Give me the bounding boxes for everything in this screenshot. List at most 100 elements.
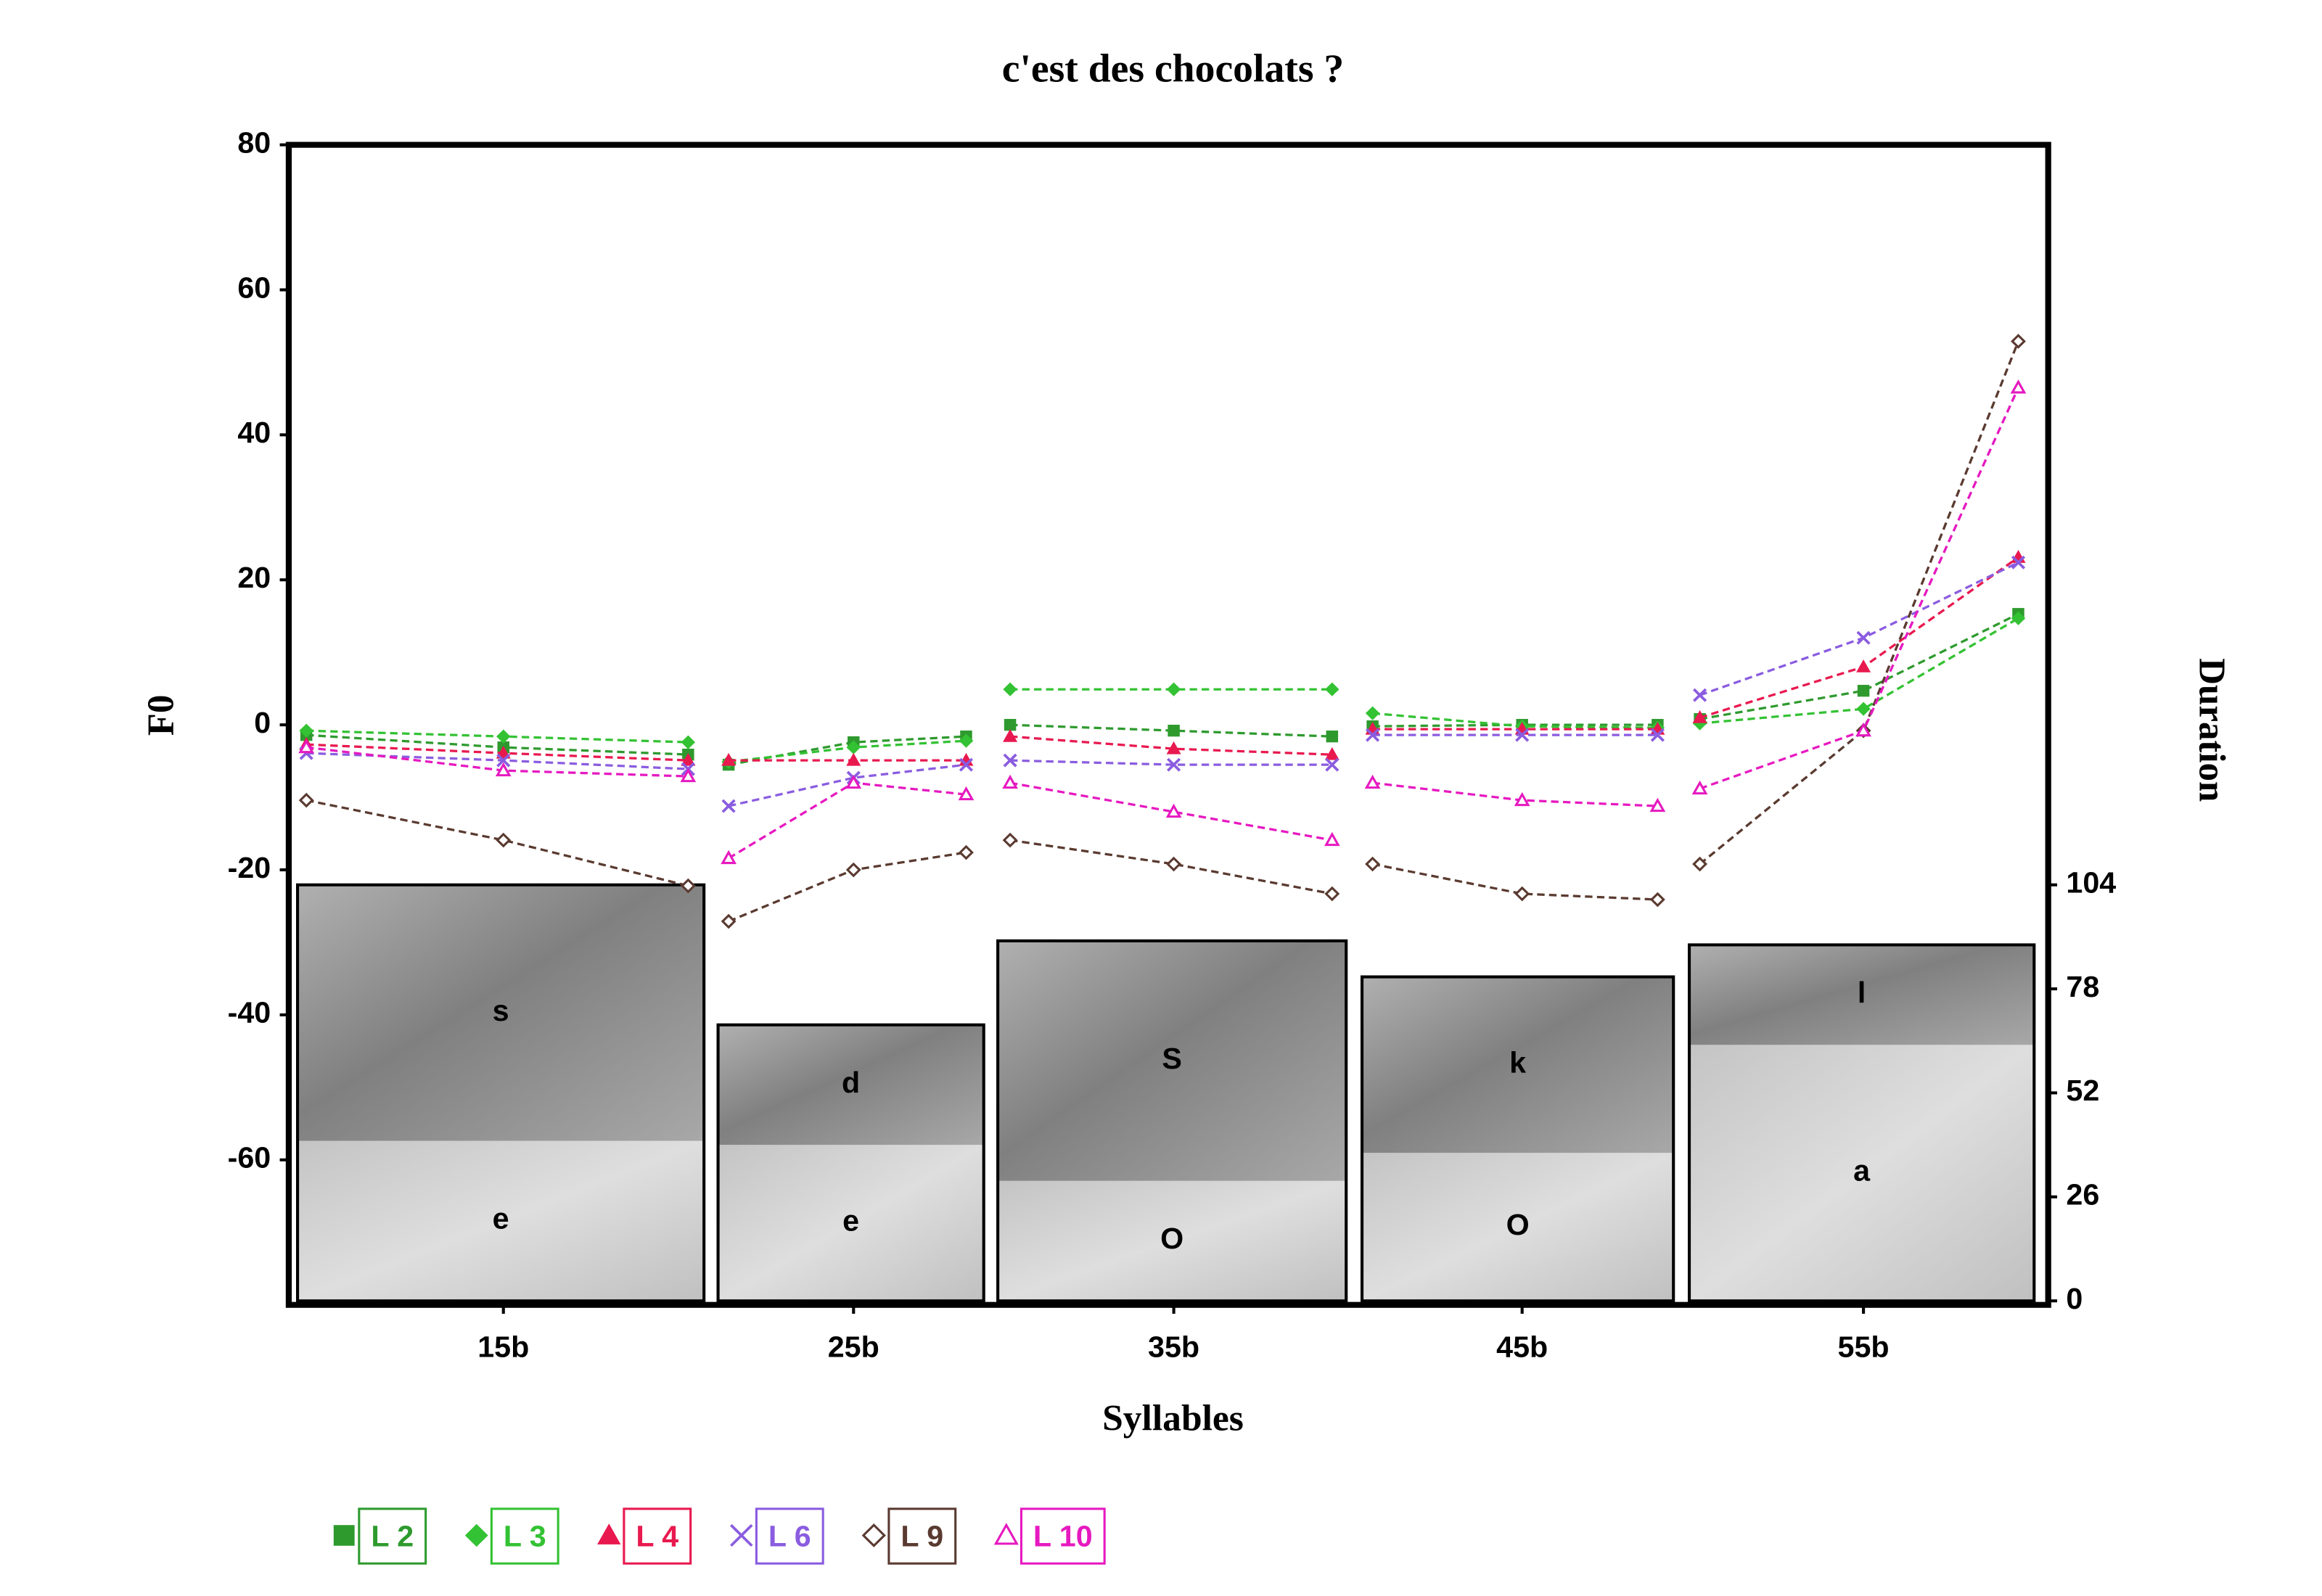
series-line (306, 561, 2019, 807)
legend-label: L 9 (901, 1520, 943, 1553)
x-tick-label: 45b (1496, 1330, 1548, 1364)
point (1004, 719, 1017, 731)
duration-box-outline (716, 1023, 985, 1303)
point (680, 768, 697, 783)
point (1857, 685, 1870, 697)
point (846, 752, 861, 766)
point (1003, 682, 1017, 696)
series-line (306, 617, 2019, 763)
legend-box (623, 1507, 692, 1565)
duration-box-outline (1360, 975, 1675, 1303)
y-tick-label: -40 (228, 996, 271, 1029)
point (2011, 334, 2026, 349)
legend-label: L 4 (636, 1520, 678, 1553)
legend-item: L 10 (993, 1507, 1106, 1565)
segment-label: O (1506, 1208, 1530, 1241)
y-tick-label: 80 (237, 126, 271, 160)
series-line (305, 340, 2019, 923)
point (1003, 728, 1018, 742)
duration-segment (298, 884, 705, 1141)
point (1693, 688, 1707, 702)
y2-tick-label: 0 (2066, 1282, 2083, 1315)
duration-segment (1689, 945, 2035, 1045)
point (2010, 379, 2027, 394)
point (1649, 797, 1666, 813)
segment-label: d (842, 1066, 860, 1099)
point (721, 752, 737, 766)
segment-label: S (1162, 1042, 1181, 1075)
point (993, 1523, 1019, 1545)
legend-box (887, 1507, 957, 1565)
point (1365, 706, 1380, 720)
y-tick-label: -60 (228, 1141, 271, 1175)
point (495, 762, 512, 777)
point (959, 844, 974, 860)
point (721, 913, 737, 929)
x-tick-label: 35b (1148, 1330, 1199, 1364)
point (1692, 856, 1708, 872)
point (1166, 741, 1181, 754)
point (1325, 682, 1340, 696)
x-tick-label: 55b (1838, 1330, 1890, 1364)
y-tick-label: 20 (237, 561, 271, 594)
duration-box-outline (996, 939, 1348, 1303)
y2-tick-label: 52 (2066, 1074, 2099, 1107)
point (1324, 886, 1340, 902)
legend-label: L 6 (768, 1520, 811, 1553)
point (496, 729, 511, 744)
duration-segment (998, 1180, 1347, 1301)
segment-label: s (493, 994, 509, 1027)
duration-segment (998, 940, 1347, 1181)
legend-item: L 9 (861, 1507, 957, 1565)
duration-box-outline (1687, 943, 2036, 1303)
legend-box (755, 1507, 824, 1565)
point (861, 1523, 886, 1547)
point (1364, 774, 1381, 789)
legend-label: L 3 (504, 1520, 546, 1553)
y-tick-label: 0 (254, 706, 271, 739)
legend-item: L 3 (464, 1507, 559, 1565)
point (1856, 659, 1871, 672)
point (496, 832, 512, 848)
legend-label: L 2 (371, 1520, 414, 1553)
point (496, 745, 511, 759)
segment-label: e (842, 1204, 859, 1238)
point (1856, 630, 1871, 645)
point (1326, 731, 1339, 743)
point (1325, 757, 1340, 772)
point (1166, 682, 1181, 696)
segment-label: k (1509, 1046, 1526, 1079)
duration-segment (298, 1140, 705, 1301)
point (1003, 753, 1017, 768)
segment-label: O (1160, 1222, 1183, 1255)
point (681, 735, 696, 749)
point (959, 757, 974, 772)
point (721, 850, 737, 865)
point (681, 752, 696, 766)
duration-segment (1362, 976, 1674, 1153)
point (1514, 886, 1530, 902)
series-line (306, 612, 2019, 766)
y2-tick-label: 26 (2066, 1178, 2099, 1212)
point (1514, 791, 1530, 807)
duration-box-outline (296, 883, 706, 1303)
point (730, 1523, 753, 1547)
y2-axis-label: Duration (2191, 658, 2232, 802)
x-tick-label: 25b (828, 1330, 879, 1364)
point (1324, 746, 1340, 760)
point (1324, 831, 1340, 847)
point (1692, 709, 1707, 723)
legend-box (490, 1507, 559, 1565)
point (464, 1523, 488, 1547)
point (1691, 780, 1708, 795)
point (2011, 611, 2026, 625)
point (958, 786, 975, 801)
point (1002, 774, 1018, 789)
point (959, 733, 974, 748)
y-tick-label: 60 (237, 271, 271, 305)
series-line (306, 556, 2019, 762)
point (1366, 728, 1380, 742)
duration-segment (718, 1145, 984, 1301)
